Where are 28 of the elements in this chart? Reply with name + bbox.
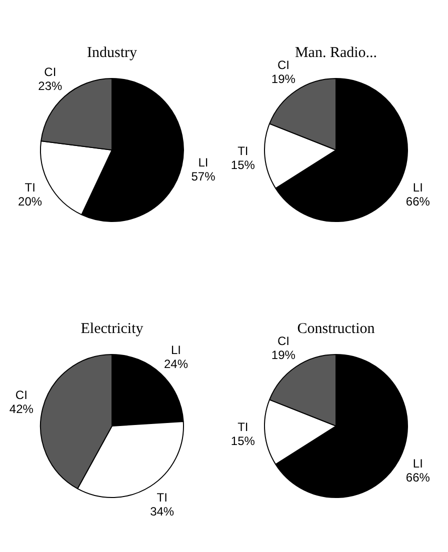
data-label: 42% [9, 402, 34, 416]
slice-label: CI [15, 388, 28, 402]
slice-label: CI [277, 334, 290, 348]
slice-label: TI [156, 490, 168, 504]
chart-title: Man. Radio... [294, 44, 378, 61]
data-label: 34% [150, 504, 174, 518]
slice-label: TI [238, 144, 248, 158]
data-label: 66% [406, 194, 430, 208]
chart-title: Construction [297, 320, 376, 337]
data-label: 23% [38, 79, 62, 94]
slice-label: TI [24, 180, 36, 194]
data-label: 66% [406, 470, 430, 484]
slice-label: LI [412, 180, 423, 194]
slice-label: CI [44, 65, 56, 80]
slice-label: LI [198, 156, 208, 170]
slice-label: TI [238, 420, 248, 434]
data-label: 57% [191, 170, 216, 184]
data-label: 20% [18, 194, 42, 208]
data-label: 19% [271, 72, 296, 86]
data-label: 24% [164, 357, 188, 372]
slice-label: LI [412, 456, 423, 470]
slice-label: LI [170, 343, 182, 358]
chart-title: Electricity [80, 320, 144, 337]
data-label: 19% [271, 348, 296, 362]
chart-title: Industry [87, 44, 138, 61]
slice-label: CI [277, 58, 290, 72]
data-label: 15% [230, 434, 256, 448]
data-label: 15% [230, 158, 256, 172]
